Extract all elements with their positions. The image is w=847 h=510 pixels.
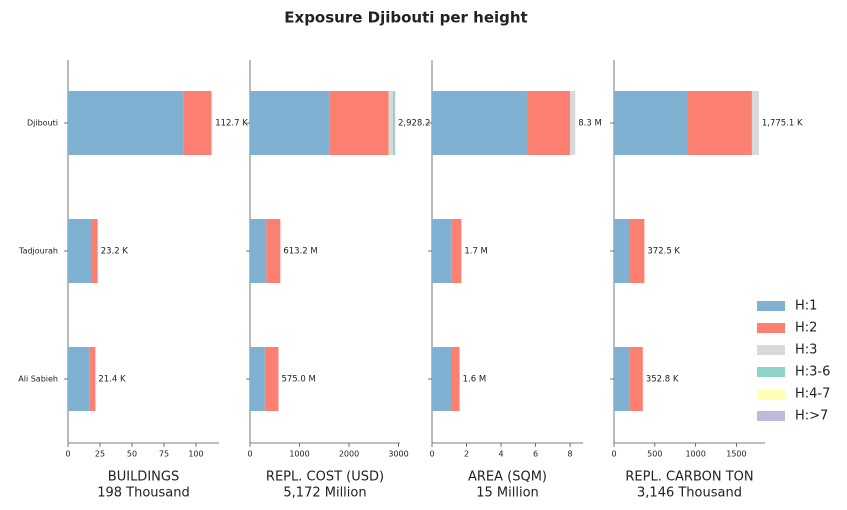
legend-swatch [757,389,785,399]
value-label: 21.4 K [98,375,126,385]
legend-label: H:3-6 [795,365,830,380]
x-tick-label: 100 [188,450,203,459]
bar-segment [687,91,752,155]
bar-segment [570,91,576,155]
legend-swatch [757,411,785,421]
value-label: 613.2 M [283,247,317,257]
value-label: 112.7 K [215,119,248,129]
value-label: 23.2 K [101,247,129,257]
bar-segment [614,347,630,411]
x-axis-label: BUILDINGS [108,470,179,485]
bar-segment [89,347,96,411]
x-tick-label: 6 [533,450,538,459]
bar-segment [266,219,281,283]
value-label: 352.8 K [646,375,679,385]
bar-segment [432,347,451,411]
x-tick-label: 1000 [685,450,705,459]
y-tick-label: Tadjourah [18,247,58,256]
x-tick-label: 1500 [726,450,746,459]
legend-label: H:4-7 [795,387,830,402]
bar-segment [451,219,462,283]
bar-segment [392,91,395,155]
x-axis-subtitle: 3,146 Thousand [637,486,742,501]
legend-label: H:2 [795,321,817,336]
bar-segment [526,91,571,155]
bar-segment [68,219,92,283]
legend-label: H:1 [795,299,817,314]
x-axis-label: AREA (SQM) [468,470,547,485]
bar-segment [432,91,527,155]
value-label: 1,775.1 K [762,119,803,129]
x-tick-label: 8 [568,450,573,459]
bar-segment [264,347,279,411]
x-tick-label: 500 [647,450,662,459]
bar-segment [250,347,265,411]
x-tick-label: 2 [464,450,469,459]
bar-segment [329,91,389,155]
bar-segment [629,347,643,411]
x-tick-label: 1000 [289,450,309,459]
value-label: 372.5 K [647,247,680,257]
x-tick-label: 75 [159,450,169,459]
y-tick-label: Djibouti [27,119,58,128]
legend-label: H:3 [795,343,817,358]
bar-segment [432,219,452,283]
x-tick-label: 25 [95,450,105,459]
bar-segment [751,91,759,155]
value-label: 1.6 M [463,375,487,385]
x-tick-label: 0 [65,450,70,459]
x-axis-label: REPL. COST (USD) [266,470,384,485]
legend-swatch [757,323,785,333]
value-label: 1.7 M [464,247,488,257]
value-label: 2,928.2 [398,119,430,129]
bar-segment [250,91,330,155]
bar-segment [91,219,98,283]
bar-segment [614,91,688,155]
x-tick-label: 0 [247,450,252,459]
legend-swatch [757,367,785,377]
bar-segment [614,219,630,283]
value-label: 8.3 M [578,119,602,129]
y-tick-label: Ali Sabieh [18,375,58,384]
x-axis-label: REPL. CARBON TON [625,470,753,485]
legend-swatch [757,345,785,355]
bar-segment [68,91,184,155]
x-axis-subtitle: 15 Million [476,486,539,501]
legend-label: H:>7 [795,409,828,424]
x-tick-label: 4 [498,450,503,459]
bar-segment [211,91,213,155]
x-tick-label: 0 [429,450,434,459]
bar-segment [450,347,460,411]
chart-title: Exposure Djibouti per height [284,9,527,27]
x-tick-label: 50 [127,450,137,459]
bar-segment [68,347,90,411]
x-tick-label: 2000 [339,450,359,459]
x-tick-label: 0 [611,450,616,459]
x-axis-subtitle: 198 Thousand [97,486,190,501]
x-tick-label: 3000 [388,450,408,459]
bar-segment [388,91,393,155]
bar-segment [183,91,212,155]
legend-swatch [757,301,785,311]
bar-segment [250,219,267,283]
value-label: 575.0 M [281,375,315,385]
bar-segment [629,219,645,283]
x-axis-subtitle: 5,172 Million [283,486,366,501]
